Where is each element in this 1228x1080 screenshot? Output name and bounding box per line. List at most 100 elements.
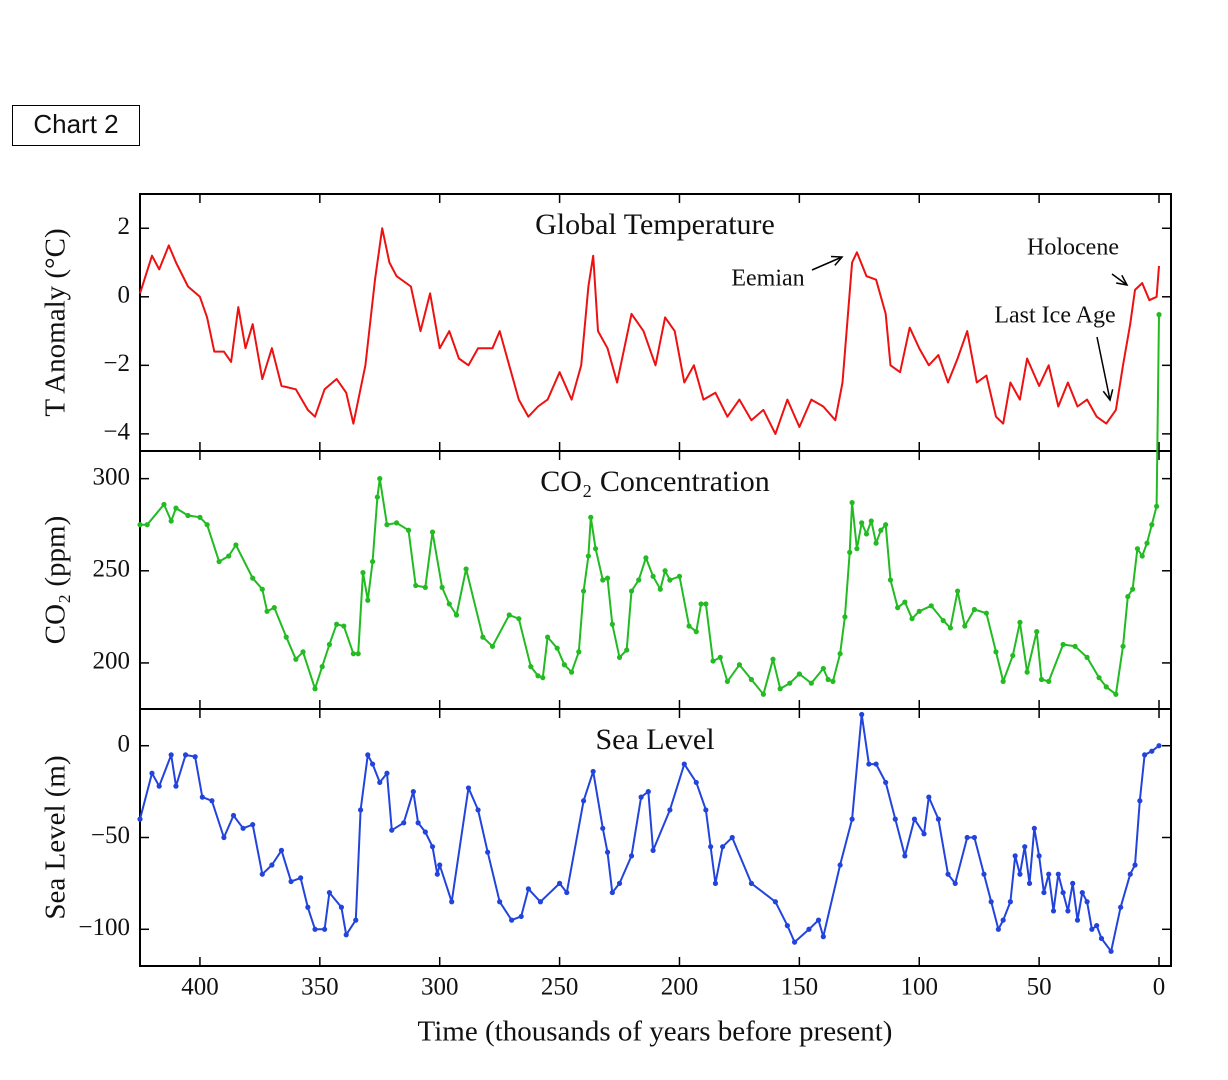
data-point (787, 680, 793, 686)
data-point (1118, 904, 1124, 910)
data-point (357, 807, 364, 813)
data-point (353, 917, 359, 923)
y-axis-label: T Anomaly (°C) (40, 228, 72, 416)
data-point (815, 917, 822, 923)
data-point (422, 584, 428, 590)
data-point (1089, 926, 1095, 932)
data-point (643, 555, 649, 561)
data-point (497, 899, 503, 905)
data-point (250, 822, 256, 828)
data-point (849, 500, 855, 506)
data-point (1024, 669, 1030, 675)
data-point (480, 634, 486, 640)
data-point (628, 853, 635, 859)
data-point (1156, 743, 1162, 749)
annotation: Last Ice Age (994, 303, 1115, 329)
data-point (698, 601, 704, 607)
data-point (947, 625, 954, 631)
data-point (724, 678, 731, 684)
data-point (859, 520, 865, 526)
data-point (760, 691, 766, 697)
x-tick-label: 50 (1027, 974, 1052, 1001)
data-point (902, 599, 908, 605)
data-point (1017, 619, 1023, 625)
data-point (1132, 862, 1138, 868)
data-point (1017, 871, 1023, 877)
data-point (259, 586, 265, 592)
data-point (681, 761, 687, 767)
data-line (140, 314, 1160, 696)
data-point (1036, 853, 1042, 859)
data-point (842, 614, 848, 620)
data-point (149, 770, 155, 776)
annotation-arrowhead (830, 255, 844, 266)
data-point (312, 926, 318, 932)
data-point (516, 616, 522, 622)
x-axis-label: Time (thousands of years before present) (418, 1016, 893, 1048)
data-line (139, 713, 1160, 953)
data-point (1000, 917, 1006, 923)
data-point (825, 676, 831, 683)
data-point (369, 558, 376, 565)
y-tick-label: 300 (93, 463, 131, 490)
data-point (319, 664, 325, 670)
data-point (895, 605, 901, 611)
data-point (561, 662, 567, 668)
data-point (770, 656, 776, 662)
data-point (384, 770, 390, 776)
data-point (777, 686, 783, 692)
data-point (686, 623, 692, 629)
label-box (12, 105, 140, 146)
data-point (955, 588, 961, 594)
y-tick-label: 0 (118, 282, 131, 309)
data-point (173, 783, 179, 789)
data-point (518, 913, 524, 920)
data-point (545, 634, 551, 640)
data-point (580, 588, 587, 594)
data-point (952, 880, 958, 886)
data-point (1127, 871, 1133, 877)
data-point (662, 568, 668, 574)
data-point (185, 512, 191, 519)
x-tick-label: 250 (541, 974, 579, 1001)
data-point (326, 889, 333, 896)
data-point (772, 899, 778, 905)
data-point (1000, 678, 1006, 684)
data-point (216, 558, 222, 565)
x-tick-label: 150 (781, 974, 819, 1001)
data-point (916, 608, 922, 614)
data-point (334, 621, 340, 627)
annotation-arrow (811, 256, 843, 271)
data-point (609, 889, 615, 896)
data-point (1137, 798, 1143, 804)
data-point (250, 575, 256, 581)
data-point (993, 649, 999, 655)
data-point (221, 834, 227, 841)
data-point (463, 566, 469, 572)
data-point (343, 932, 349, 938)
y-axis-label: Sea Level (m) (40, 755, 72, 919)
data-point (995, 926, 1001, 932)
data-point (377, 779, 383, 786)
annotation-arrowhead (1102, 389, 1114, 402)
data-point (410, 789, 416, 795)
data-point (720, 844, 726, 850)
data-point (535, 673, 541, 679)
y-tick-label: 250 (93, 556, 131, 583)
data-point (1050, 908, 1057, 914)
data-point (437, 862, 443, 868)
data-point (485, 849, 491, 855)
data-point (693, 629, 699, 635)
data-point (868, 518, 874, 524)
data-point (837, 651, 843, 657)
data-point (182, 752, 189, 758)
data-point (429, 844, 436, 850)
data-point (820, 665, 826, 672)
data-point (465, 785, 472, 791)
data-point (585, 553, 591, 559)
data-point (1031, 825, 1037, 831)
data-point (556, 880, 563, 886)
y-tick-label: 2 (118, 213, 131, 240)
data-point (293, 656, 299, 662)
